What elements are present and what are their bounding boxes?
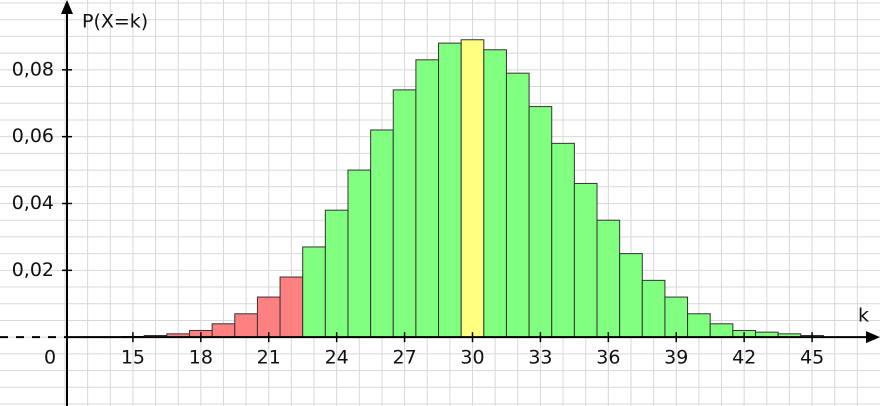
- bar: [256, 296, 281, 338]
- y-axis-label: P(X=k): [82, 11, 148, 33]
- x-tick-label: 30: [460, 347, 484, 369]
- bar: [551, 142, 575, 338]
- bar: [505, 72, 530, 338]
- x-axis-label: k: [858, 305, 869, 327]
- bars: [75, 39, 824, 338]
- x-tick-label: 42: [732, 347, 756, 369]
- bar: [370, 129, 394, 338]
- x-tick-label: 36: [596, 347, 620, 369]
- bar: [687, 313, 711, 338]
- bar: [483, 49, 507, 338]
- bar: [302, 246, 326, 338]
- bar: [415, 59, 440, 338]
- x-tick-label: 39: [664, 347, 688, 369]
- origin-label: 0: [44, 347, 56, 369]
- bar: [392, 89, 417, 338]
- x-axis-arrow: [866, 331, 880, 344]
- bar: [528, 106, 553, 338]
- bar: [619, 253, 643, 338]
- bar: [709, 323, 734, 338]
- x-tick-label: 45: [800, 347, 824, 369]
- y-tick-label: 0,02: [12, 259, 54, 281]
- x-tick-label: 18: [189, 347, 213, 369]
- bar: [324, 209, 349, 338]
- bar: [664, 296, 689, 338]
- x-tick-label: 15: [121, 347, 145, 369]
- y-tick-label: 0,04: [12, 192, 54, 214]
- x-tick-label: 33: [528, 347, 552, 369]
- x-tick-label: 27: [392, 347, 416, 369]
- x-tick-label: 24: [325, 347, 349, 369]
- y-tick-label: 0,06: [12, 125, 54, 147]
- bar: [573, 182, 598, 338]
- bar: [234, 313, 258, 338]
- bar: [438, 42, 462, 338]
- bar: [347, 169, 372, 338]
- y-axis-arrow: [61, 0, 73, 14]
- y-tick-label: 0,08: [12, 58, 54, 80]
- bar: [211, 323, 236, 338]
- bar: [279, 276, 304, 338]
- bar: [460, 39, 485, 338]
- x-tick-label: 21: [257, 347, 281, 369]
- bar: [596, 219, 621, 338]
- bar: [641, 279, 666, 338]
